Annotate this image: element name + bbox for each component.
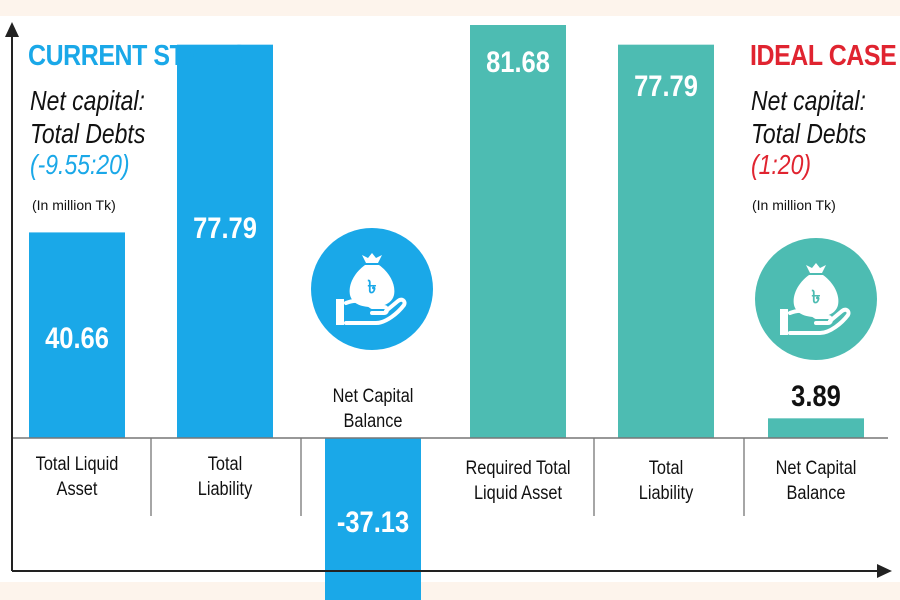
category-label: Total Liability bbox=[197, 454, 253, 500]
svg-text:৳: ৳ bbox=[368, 277, 377, 298]
value-label: -37.13 bbox=[336, 506, 410, 539]
value-label: 3.89 bbox=[791, 380, 841, 413]
category-label: Total Liquid Asset bbox=[35, 454, 119, 500]
x-axis-arrow-icon bbox=[877, 564, 892, 578]
category-label: Required Total Liquid Asset bbox=[465, 458, 571, 504]
ideal-ratio: (1:20) bbox=[751, 149, 811, 180]
money-bag-hand-icon: ৳ bbox=[311, 228, 433, 350]
current-status-heading: CURRENT STATUS bbox=[28, 40, 247, 72]
current-ratio: (-9.55:20) bbox=[30, 149, 130, 180]
current-subtitle-line2: Total Debts bbox=[30, 118, 146, 149]
value-label: 77.79 bbox=[193, 212, 257, 245]
value-label: 40.66 bbox=[45, 322, 109, 355]
chart-panel bbox=[0, 16, 900, 582]
x-axis bbox=[12, 564, 892, 578]
ideal-case-heading: IDEAL CASE bbox=[750, 40, 897, 72]
money-bag-hand-icon: ৳ bbox=[755, 238, 877, 360]
ideal-bar bbox=[618, 44, 714, 439]
value-label: 77.79 bbox=[634, 70, 698, 103]
y-axis-arrow-icon bbox=[5, 22, 19, 37]
category-label: Total Liability bbox=[638, 458, 694, 504]
ideal-subtitle-line2: Total Debts bbox=[751, 118, 867, 149]
ideal-bar bbox=[470, 25, 566, 438]
ideal-bar bbox=[768, 418, 864, 438]
ideal-subtitle-line1: Net capital: bbox=[751, 85, 866, 116]
ideal-unit-label: (In million Tk) bbox=[752, 197, 836, 213]
svg-text:৳: ৳ bbox=[812, 287, 821, 308]
current-bar bbox=[177, 44, 273, 439]
current-subtitle-line1: Net capital: bbox=[30, 85, 145, 116]
current-bar bbox=[29, 232, 125, 438]
separators bbox=[150, 438, 745, 516]
current-bar bbox=[325, 438, 421, 600]
category-label: Net Capital Balance bbox=[332, 386, 414, 432]
y-axis bbox=[5, 22, 19, 571]
value-label: 81.68 bbox=[486, 46, 550, 79]
category-label: Net Capital Balance bbox=[775, 458, 857, 504]
current-unit-label: (In million Tk) bbox=[32, 197, 116, 213]
